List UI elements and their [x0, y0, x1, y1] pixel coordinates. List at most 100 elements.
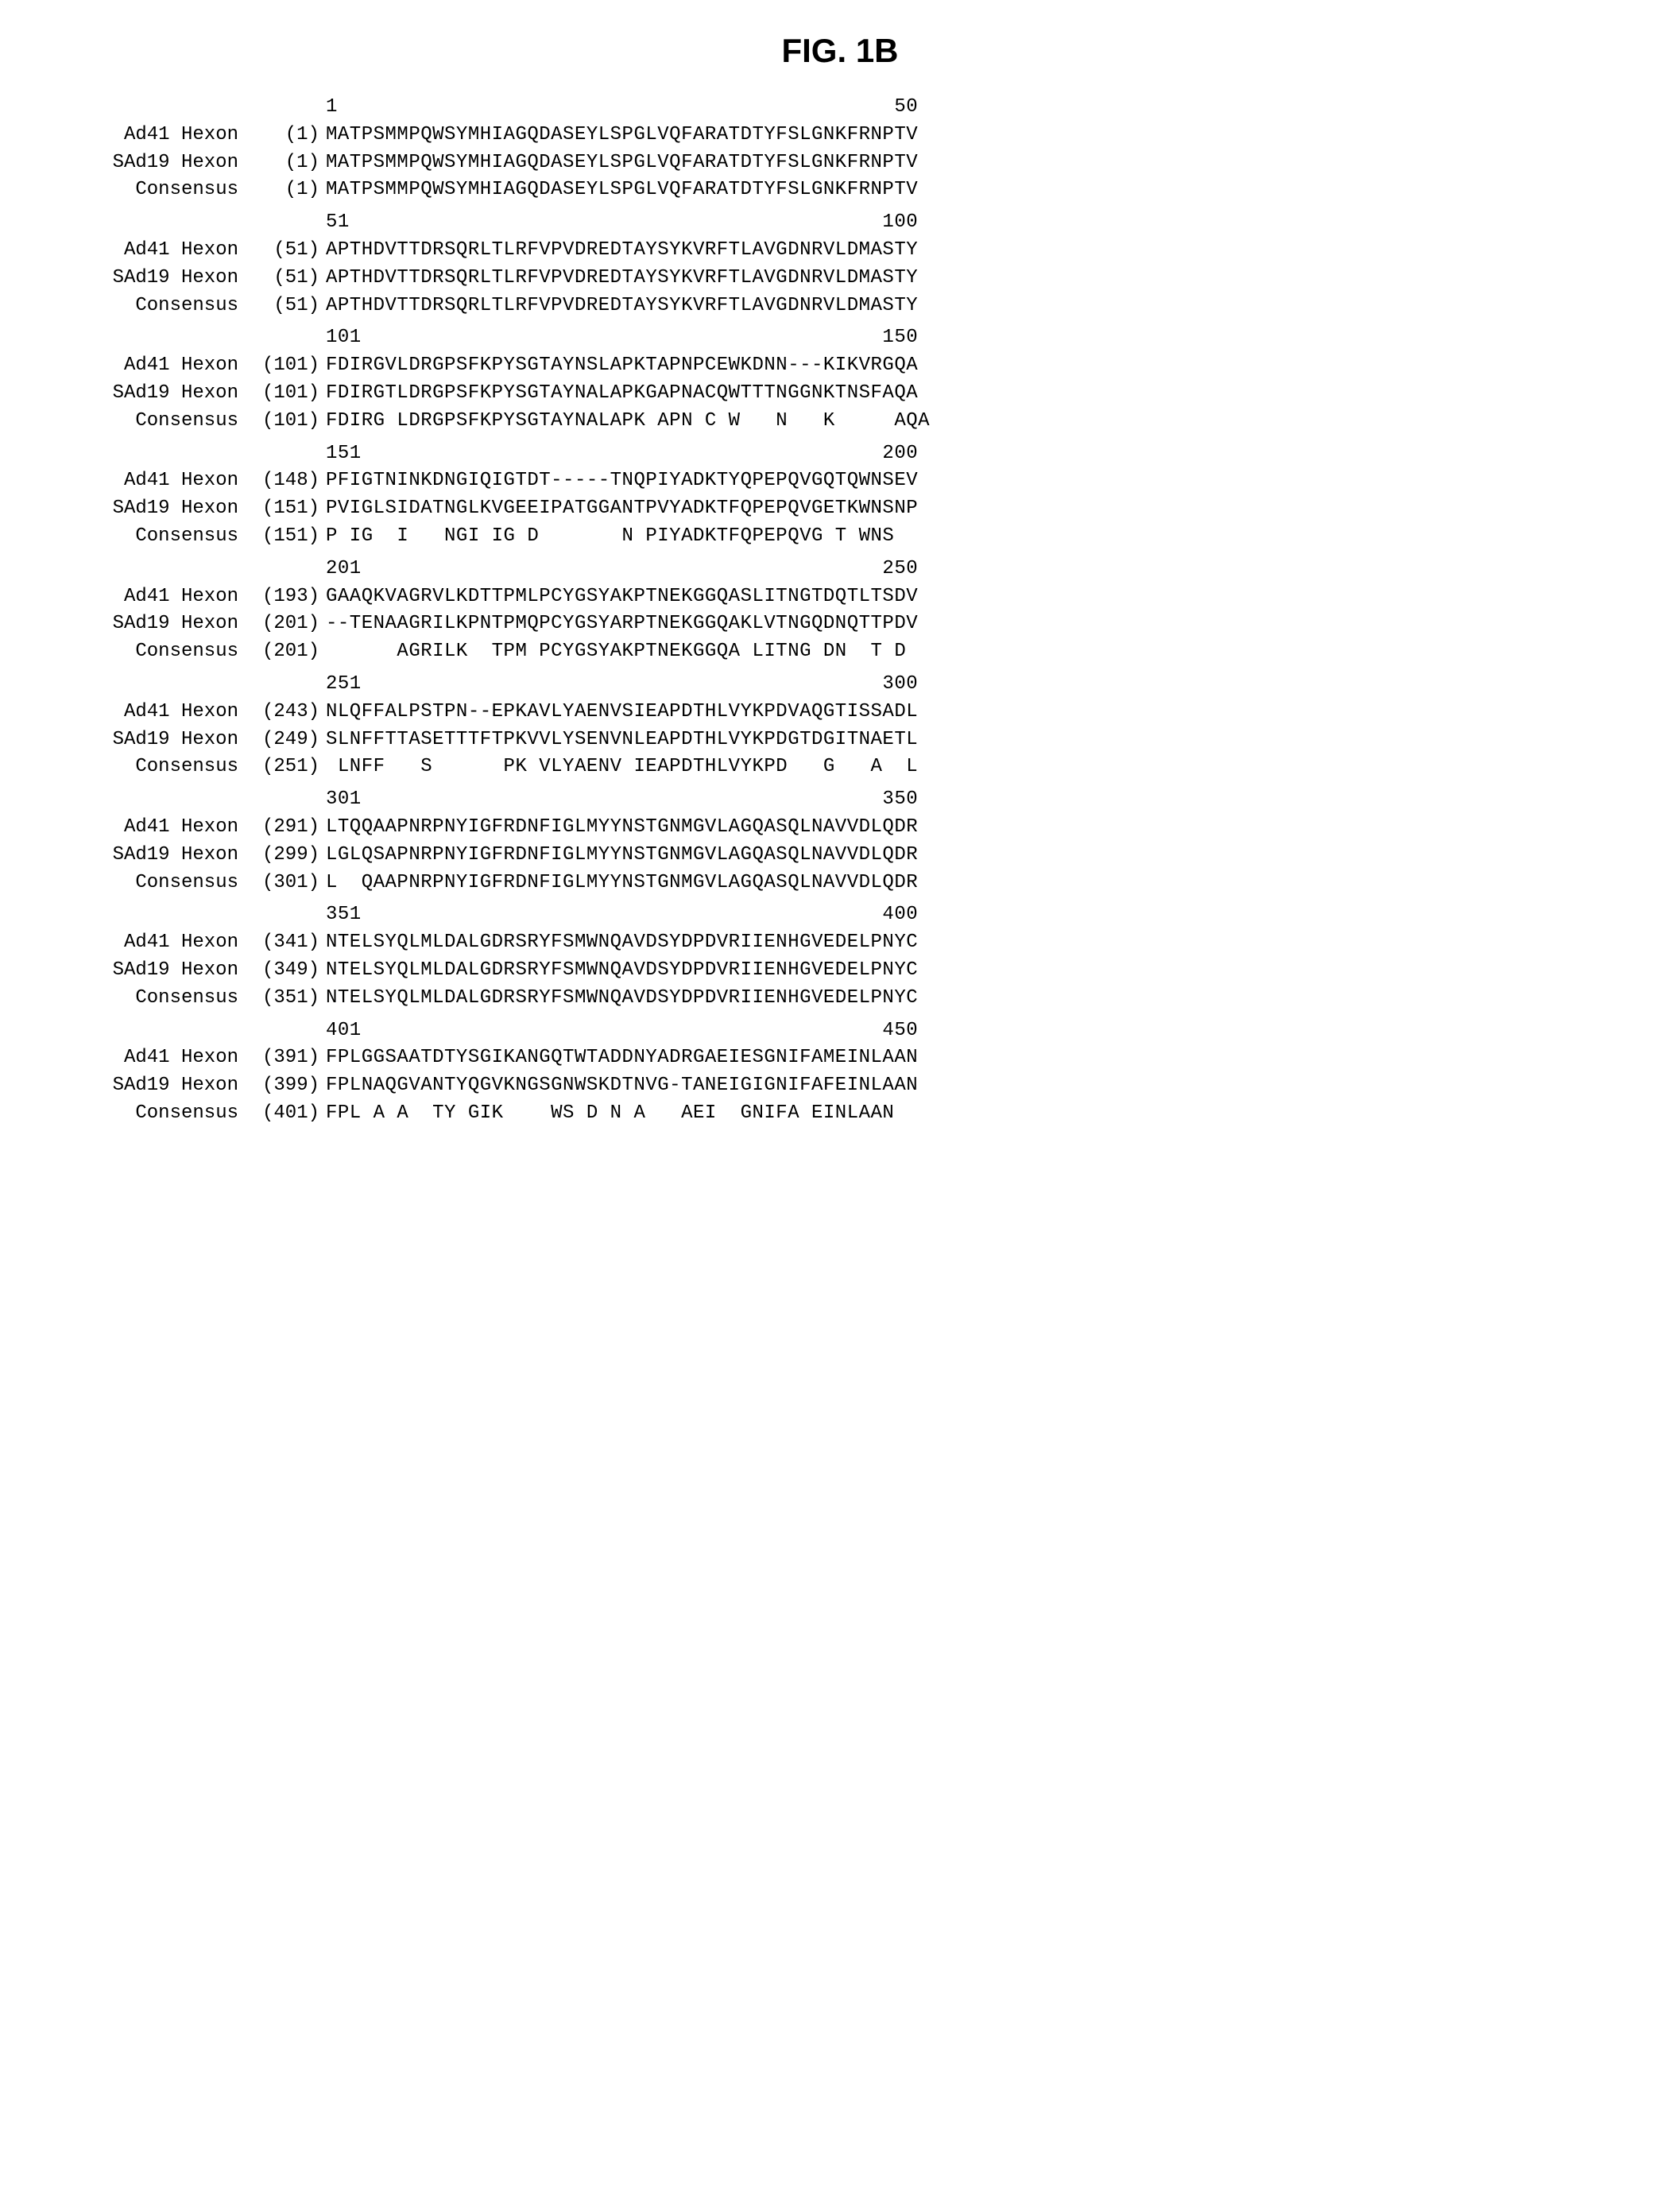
ruler-row: ..101 150: [48, 324, 1632, 352]
sequence-label: SAd19 Hexon: [48, 495, 248, 523]
alignment-row: Ad41 Hexon(51)APTHDVTTDRSQRLTLRFVPVDREDT…: [48, 237, 1632, 265]
alignment-block: ..151 200Ad41 Hexon(148)PFIGTNINKDNGIQIG…: [48, 440, 1632, 551]
alignment-row: Consensus(1)MATPSMMPQWSYMHIAGQDASEYLSPGL…: [48, 176, 1632, 204]
alignment-row: Ad41 Hexon(291)LTQQAAPNRPNYIGFRDNFIGLMYY…: [48, 814, 1632, 842]
sequence-label: Ad41 Hexon: [48, 467, 248, 495]
alignment-block: ..201 250Ad41 Hexon(193)GAAQKVAGRVLKDTTP…: [48, 556, 1632, 666]
sequence-text: LTQQAAPNRPNYIGFRDNFIGLMYYNSTGNMGVLAGQASQ…: [326, 814, 918, 842]
ruler-row: ..251 300: [48, 671, 1632, 699]
sequence-text: FPLNAQGVANTYQGVKNGSGNWSKDTNVG-TANEIGIGNI…: [326, 1072, 918, 1100]
position-label: (51): [248, 292, 326, 320]
alignment-block: ..51 100Ad41 Hexon(51)APTHDVTTDRSQRLTLRF…: [48, 209, 1632, 320]
position-label: (401): [248, 1100, 326, 1128]
sequence-text: GAAQKVAGRVLKDTTPMLPCYGSYAKPTNEKGGQASLITN…: [326, 583, 918, 611]
position-label: (201): [248, 610, 326, 638]
sequence-text: FDIRGVLDRGPSFKPYSGTAYNSLAPKTAPNPCEWKDNN-…: [326, 352, 918, 380]
alignment-row: Ad41 Hexon(1)MATPSMMPQWSYMHIAGQDASEYLSPG…: [48, 122, 1632, 149]
sequence-label: Consensus: [48, 1100, 248, 1128]
alignment-row: SAd19 Hexon(1)MATPSMMPQWSYMHIAGQDASEYLSP…: [48, 149, 1632, 177]
ruler-text: 201 250: [326, 556, 918, 583]
alignment-row: Ad41 Hexon(391)FPLGGSAATDTYSGIKANGQTWTAD…: [48, 1044, 1632, 1072]
ruler-row: ..301 350: [48, 786, 1632, 814]
sequence-text: --TENAAGRILKPNTPMQPCYGSYARPTNEKGGQAKLVTN…: [326, 610, 918, 638]
alignment-row: SAd19 Hexon(249)SLNFFTTASETTTFTPKVVLYSEN…: [48, 726, 1632, 754]
ruler-row: ..51 100: [48, 209, 1632, 237]
ruler-text: 51 100: [326, 209, 918, 237]
position-label: (1): [248, 122, 326, 149]
position-label: (349): [248, 957, 326, 985]
alignment-row: Ad41 Hexon(243)NLQFFALPSTPN--EPKAVLYAENV…: [48, 699, 1632, 726]
position-label: (341): [248, 929, 326, 957]
position-label: (101): [248, 408, 326, 436]
ruler-row: ..401 450: [48, 1017, 1632, 1045]
alignment-row: Ad41 Hexon(101)FDIRGVLDRGPSFKPYSGTAYNSLA…: [48, 352, 1632, 380]
ruler-row: ..201 250: [48, 556, 1632, 583]
position-label: (249): [248, 726, 326, 754]
sequence-label: SAd19 Hexon: [48, 957, 248, 985]
position-label: (1): [248, 149, 326, 177]
sequence-label: SAd19 Hexon: [48, 610, 248, 638]
alignment-row: SAd19 Hexon(201)--TENAAGRILKPNTPMQPCYGSY…: [48, 610, 1632, 638]
sequence-label: Consensus: [48, 638, 248, 666]
sequence-text: FDIRGTLDRGPSFKPYSGTAYNALAPKGAPNACQWTTTNG…: [326, 380, 918, 408]
alignment-row: SAd19 Hexon(101)FDIRGTLDRGPSFKPYSGTAYNAL…: [48, 380, 1632, 408]
sequence-label: Consensus: [48, 870, 248, 897]
alignment-row: SAd19 Hexon(349)NTELSYQLMLDALGDRSRYFSMWN…: [48, 957, 1632, 985]
sequence-label: Ad41 Hexon: [48, 929, 248, 957]
alignment-row: Consensus(401)FPL A A TY GIK WS D N A AE…: [48, 1100, 1632, 1128]
ruler-text: 101 150: [326, 324, 918, 352]
sequence-alignment: ..1 50Ad41 Hexon(1)MATPSMMPQWSYMHIAGQDAS…: [48, 94, 1632, 1128]
sequence-text: L QAAPNRPNYIGFRDNFIGLMYYNSTGNMGVLAGQASQL…: [326, 870, 918, 897]
alignment-row: Consensus(351)NTELSYQLMLDALGDRSRYFSMWNQA…: [48, 985, 1632, 1013]
sequence-label: Ad41 Hexon: [48, 237, 248, 265]
position-label: (299): [248, 842, 326, 870]
alignment-row: Ad41 Hexon(193)GAAQKVAGRVLKDTTPMLPCYGSYA…: [48, 583, 1632, 611]
alignment-row: Consensus(301)L QAAPNRPNYIGFRDNFIGLMYYNS…: [48, 870, 1632, 897]
sequence-text: MATPSMMPQWSYMHIAGQDASEYLSPGLVQFARATDTYFS…: [326, 149, 918, 177]
sequence-text: NLQFFALPSTPN--EPKAVLYAENVSIEAPDTHLVYKPDV…: [326, 699, 918, 726]
alignment-block: ..1 50Ad41 Hexon(1)MATPSMMPQWSYMHIAGQDAS…: [48, 94, 1632, 204]
sequence-label: Ad41 Hexon: [48, 122, 248, 149]
alignment-block: ..101 150Ad41 Hexon(101)FDIRGVLDRGPSFKPY…: [48, 324, 1632, 435]
sequence-text: APTHDVTTDRSQRLTLRFVPVDREDTAYSYKVRFTLAVGD…: [326, 237, 918, 265]
sequence-label: SAd19 Hexon: [48, 149, 248, 177]
alignment-block: ..251 300Ad41 Hexon(243)NLQFFALPSTPN--EP…: [48, 671, 1632, 781]
sequence-label: Ad41 Hexon: [48, 1044, 248, 1072]
alignment-row: Ad41 Hexon(148)PFIGTNINKDNGIQIGTDT-----T…: [48, 467, 1632, 495]
sequence-text: APTHDVTTDRSQRLTLRFVPVDREDTAYSYKVRFTLAVGD…: [326, 265, 918, 292]
sequence-label: SAd19 Hexon: [48, 1072, 248, 1100]
position-label: (148): [248, 467, 326, 495]
alignment-row: SAd19 Hexon(151)PVIGLSIDATNGLKVGEEIPATGG…: [48, 495, 1632, 523]
sequence-label: Consensus: [48, 292, 248, 320]
sequence-label: SAd19 Hexon: [48, 726, 248, 754]
ruler-text: 1 50: [326, 94, 918, 122]
sequence-text: PVIGLSIDATNGLKVGEEIPATGGANTPVYADKTFQPEPQ…: [326, 495, 918, 523]
ruler-row: ..1 50: [48, 94, 1632, 122]
sequence-text: SLNFFTTASETTTFTPKVVLYSENVNLEAPDTHLVYKPDG…: [326, 726, 918, 754]
sequence-label: SAd19 Hexon: [48, 380, 248, 408]
position-label: (243): [248, 699, 326, 726]
ruler-row: ..151 200: [48, 440, 1632, 468]
alignment-row: SAd19 Hexon(299)LGLQSAPNRPNYIGFRDNFIGLMY…: [48, 842, 1632, 870]
alignment-row: Consensus(151)P IG I NGI IG D N PIYADKTF…: [48, 523, 1632, 551]
position-label: (151): [248, 495, 326, 523]
position-label: (193): [248, 583, 326, 611]
sequence-label: Consensus: [48, 985, 248, 1013]
sequence-label: Ad41 Hexon: [48, 699, 248, 726]
sequence-label: SAd19 Hexon: [48, 265, 248, 292]
position-label: (51): [248, 237, 326, 265]
figure-title: FIG. 1B: [48, 32, 1632, 70]
position-label: (151): [248, 523, 326, 551]
position-label: (251): [248, 753, 326, 781]
alignment-row: SAd19 Hexon(399)FPLNAQGVANTYQGVKNGSGNWSK…: [48, 1072, 1632, 1100]
sequence-label: Consensus: [48, 176, 248, 204]
alignment-row: Consensus(251) LNFF S PK VLYAENV IEAPDTH…: [48, 753, 1632, 781]
sequence-label: Ad41 Hexon: [48, 814, 248, 842]
position-label: (101): [248, 380, 326, 408]
alignment-row: Consensus(51)APTHDVTTDRSQRLTLRFVPVDREDTA…: [48, 292, 1632, 320]
sequence-text: LNFF S PK VLYAENV IEAPDTHLVYKPD G A L: [326, 753, 918, 781]
sequence-text: NTELSYQLMLDALGDRSRYFSMWNQAVDSYDPDVRIIENH…: [326, 929, 918, 957]
sequence-text: MATPSMMPQWSYMHIAGQDASEYLSPGLVQFARATDTYFS…: [326, 122, 918, 149]
position-label: (1): [248, 176, 326, 204]
sequence-text: NTELSYQLMLDALGDRSRYFSMWNQAVDSYDPDVRIIENH…: [326, 985, 918, 1013]
